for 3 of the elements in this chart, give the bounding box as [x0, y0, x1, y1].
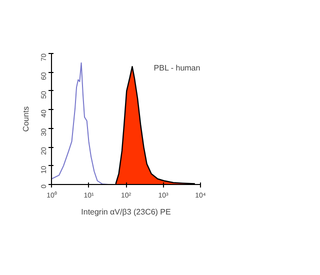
y-axis-title: Counts	[22, 106, 30, 132]
x-axis-title: Integrin αV/β3 (23C6) PE	[81, 208, 171, 216]
annotation: PBL - human	[154, 64, 200, 72]
